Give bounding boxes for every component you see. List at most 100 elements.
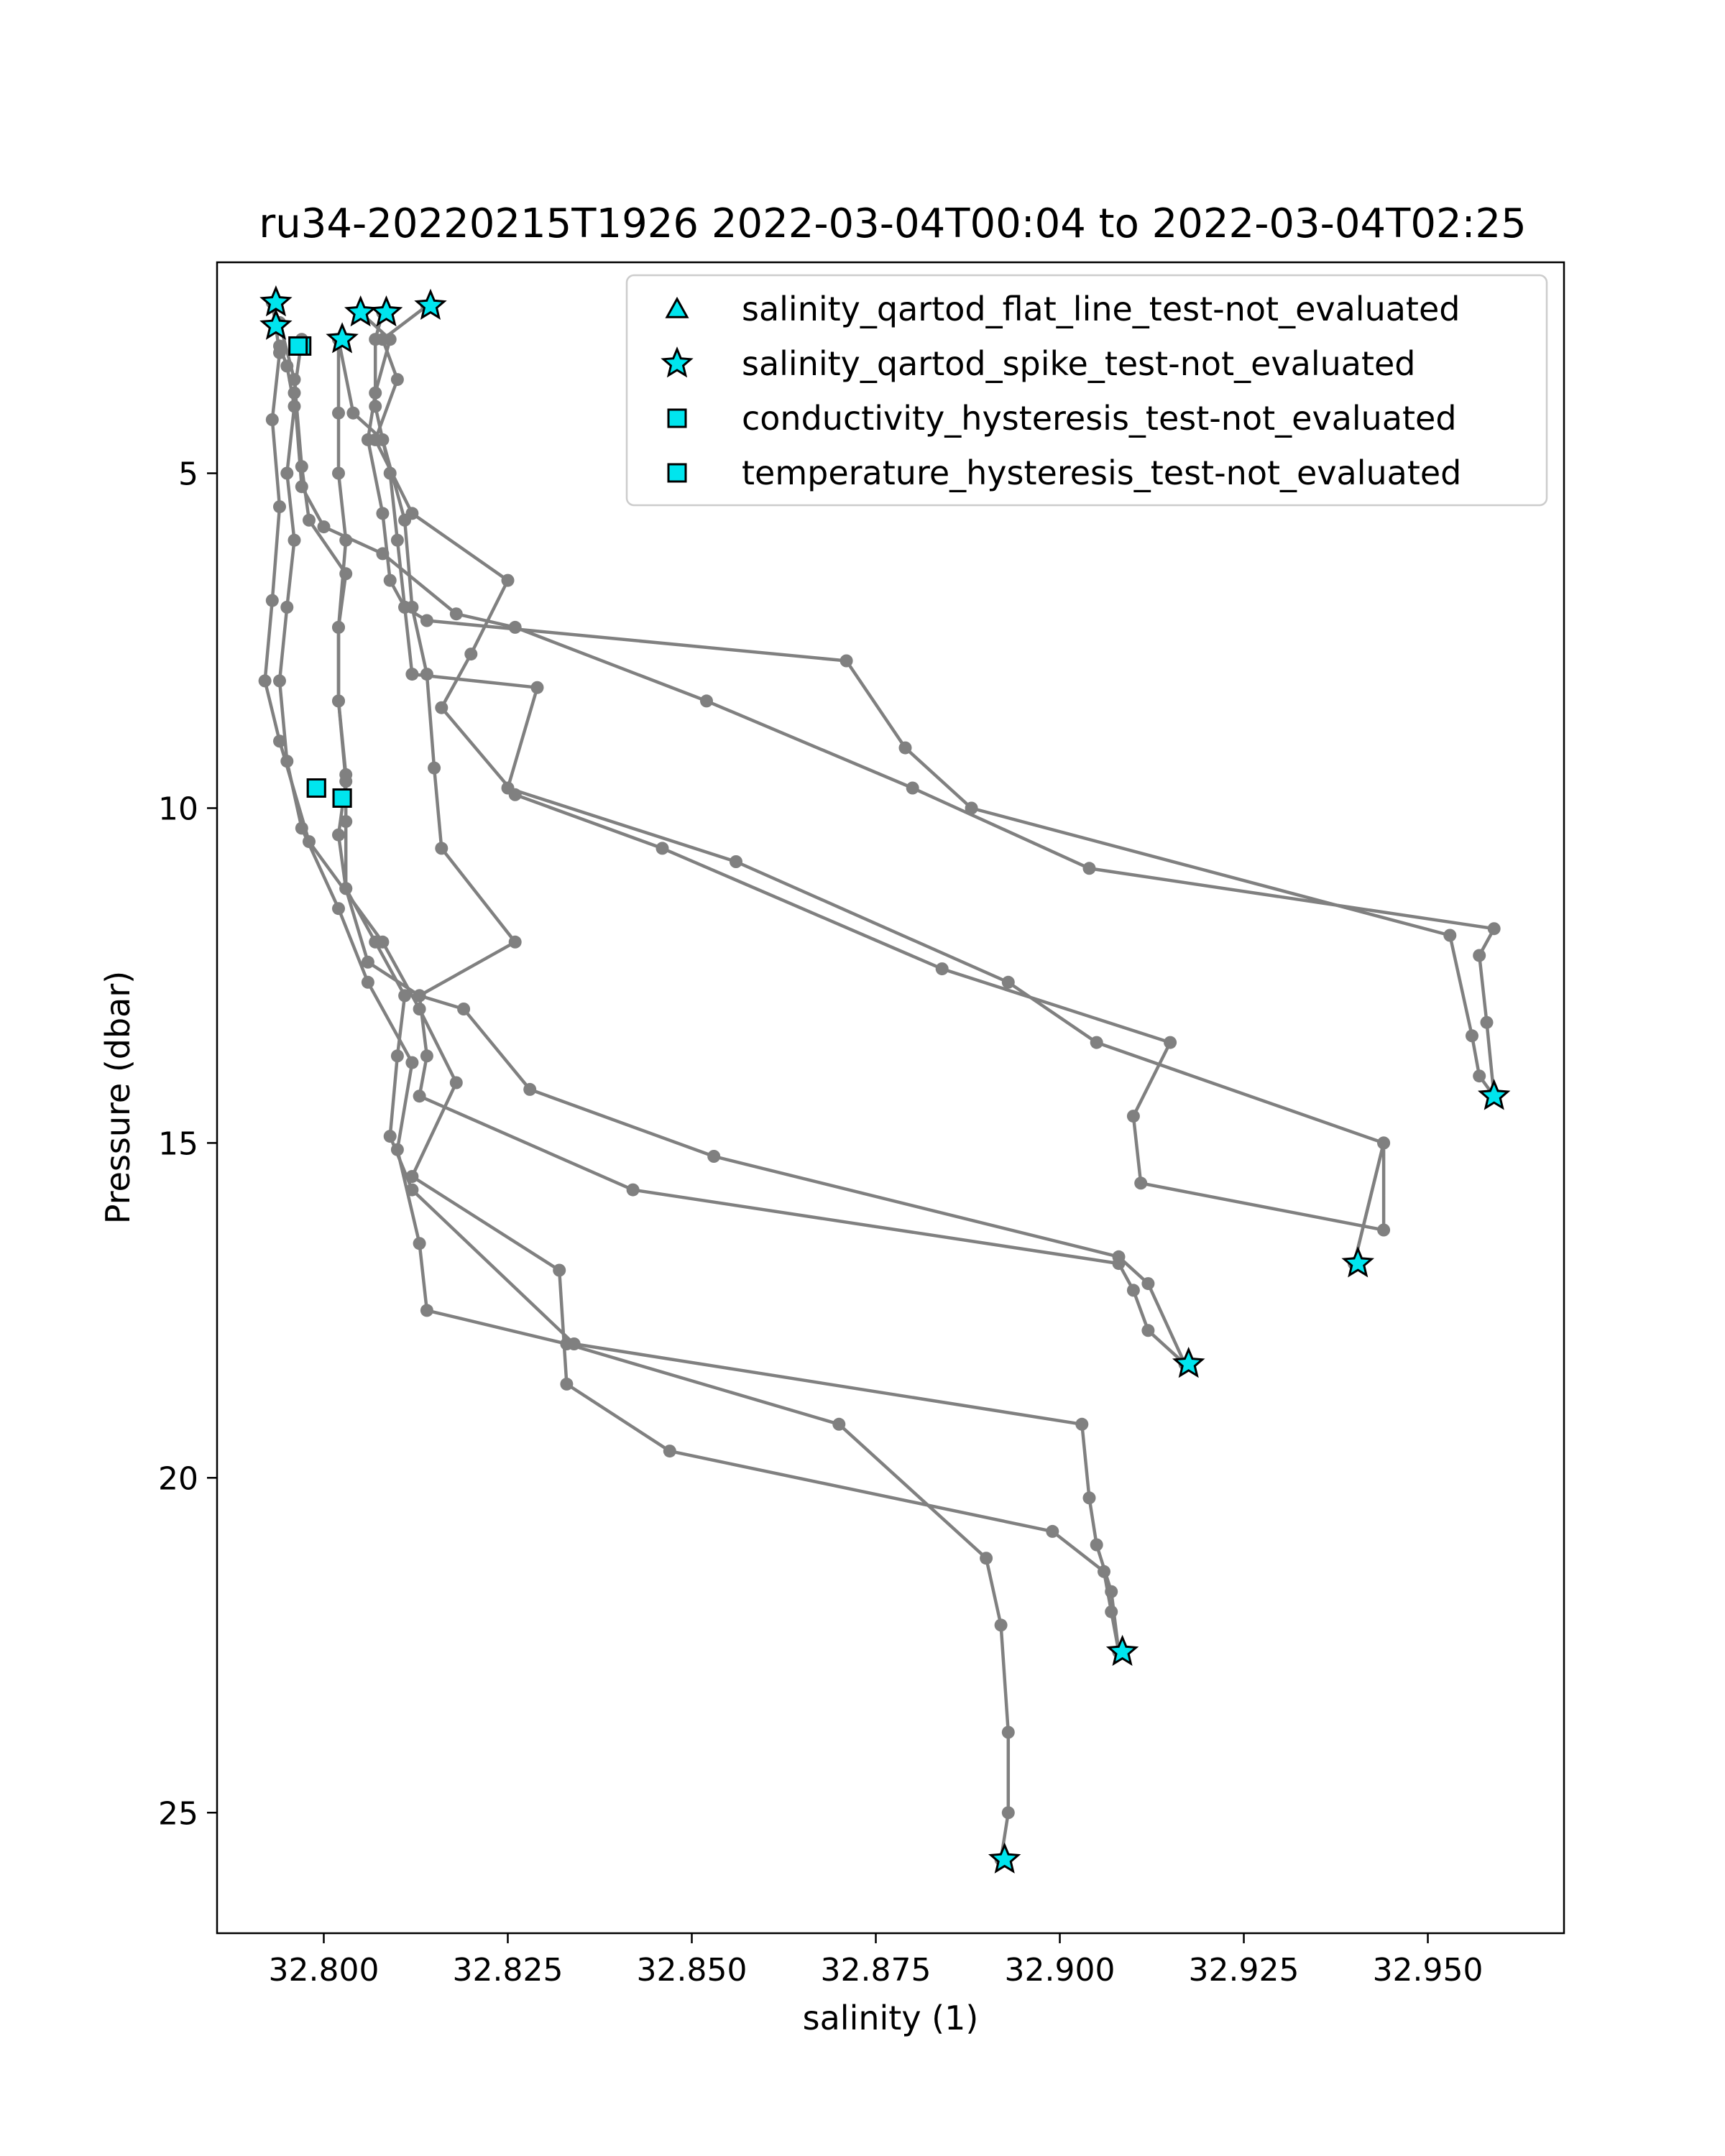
profile-point [361,955,374,969]
profile-point [295,460,308,474]
profile-point [332,828,345,842]
legend-marker-triangle [665,296,689,318]
profile-point [405,1056,419,1069]
profile-point [1164,1036,1177,1049]
profile-point [1075,1417,1089,1431]
profile-point [501,781,515,795]
profile-point [413,1237,426,1250]
profile-point [390,1143,404,1156]
profile-point [405,668,419,681]
profile-point [369,935,382,949]
profile-point [390,373,404,387]
profile-point [280,600,294,614]
profile-point [420,1304,433,1317]
profile-point [332,620,345,634]
profile-point [1141,1277,1155,1291]
profile-point [339,882,353,895]
profile-point [1487,922,1501,936]
profile-point [1126,1110,1140,1123]
profile-point [303,835,316,849]
y-tick-label: 20 [158,1460,198,1497]
flag-marker-star [988,1842,1021,1874]
profile-point [965,801,978,815]
profile-point [369,386,382,400]
profile-line-1 [277,345,1011,1860]
profile-point [273,346,286,359]
profile-point [449,1076,463,1089]
flag-markers [259,285,1511,1874]
y-axis-label: Pressure (dbar) [98,971,137,1224]
x-axis-ticks: 32.800 32.825 32.850 32.875 32.900 32.925 32.9… [269,1933,1484,1989]
profile-point [376,433,390,446]
flag-marker-star [326,322,359,354]
profile-line-8 [373,312,1386,1264]
profile-point [405,1183,419,1197]
profile-point [980,1552,993,1565]
profile-point [420,1049,433,1063]
profile-point [898,741,912,755]
flag-marker-square [306,778,326,798]
profile-point [626,1183,640,1197]
y-tick-label: 10 [158,791,198,827]
flag-marker-square [288,336,308,356]
flag-marker-star [369,295,403,327]
legend-label: salinity_qartod_spike_test-not_evaluated [742,344,1415,383]
profile-point [265,413,279,426]
profile-point [1105,1605,1118,1618]
x-tick-label: 32.950 [1373,1952,1484,1989]
profile-point [707,1150,721,1163]
x-tick-label: 32.925 [1189,1952,1300,1989]
profile-point [553,1263,566,1277]
profile-point [1134,1176,1148,1190]
profile-point [1377,1136,1391,1150]
profile-point [332,466,345,480]
profile-point [369,400,382,413]
profile-point [265,594,279,607]
profile-point [339,815,353,829]
legend-marker-star [661,346,694,378]
legend: salinity_qartod_flat_line_test-not_evalu… [625,274,1548,507]
profile-point [383,573,397,587]
y-tick-label: 5 [178,456,198,493]
profile-point [405,600,419,614]
profile-point [295,480,308,494]
profile-point [1112,1250,1126,1263]
profile-point [258,674,272,688]
profile-point [1098,1565,1110,1578]
profile-point [1105,1585,1118,1598]
flag-marker-star [414,288,447,320]
profile-point [1090,1538,1103,1552]
x-tick-label: 32.900 [1005,1952,1116,1989]
x-tick-label: 32.800 [269,1952,380,1989]
profile-point [280,359,294,373]
profile-point [280,466,294,480]
profile-point [280,755,294,768]
profile-point [339,533,353,547]
flag-marker-star [1477,1079,1511,1110]
profile-point [398,989,412,1003]
profile-point [413,1003,426,1015]
legend-box [625,274,1548,507]
profile-point [560,1377,574,1391]
profile-point [420,614,433,627]
profile-point [1001,975,1015,989]
profile-point [1466,1029,1478,1043]
profile-point [464,648,478,661]
profile-point [383,466,397,480]
profile-point [1480,1015,1494,1029]
profile-point [376,507,390,520]
profile-point [288,386,301,400]
flag-marker-square [332,788,352,808]
profile-point [567,1337,581,1350]
profile-point [273,674,286,688]
flag-marker-star [1341,1246,1375,1278]
profile-point [1046,1524,1059,1538]
profile-point [508,935,522,949]
profile-point [1126,1284,1140,1297]
profile-point [398,513,412,527]
profile-point [1082,1491,1096,1505]
profile-point [390,1049,404,1063]
profile-point [413,1089,426,1103]
profile-point [906,781,919,795]
